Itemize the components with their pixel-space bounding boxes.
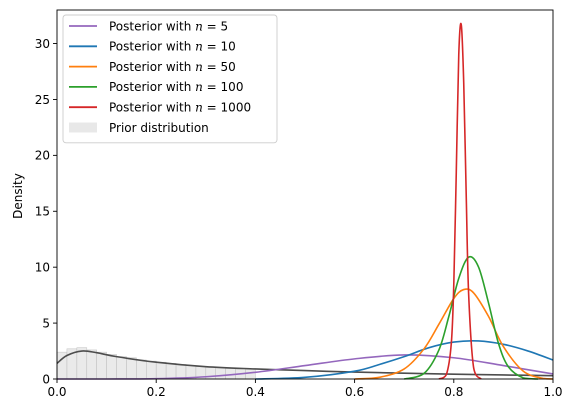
posterior-with-n-50-line <box>354 288 554 380</box>
y-tick-label: 0 <box>42 372 50 386</box>
prior-histogram-bar <box>116 356 127 380</box>
y-tick-label: 30 <box>35 37 50 51</box>
axes-frame <box>56 9 554 380</box>
prior-histogram-bar <box>145 360 157 380</box>
prior-histogram-bar <box>106 354 117 380</box>
legend: Posterior with n = 5 Posterior with n = 1… <box>62 14 278 144</box>
prior-histogram-bar <box>96 351 107 380</box>
x-tick-label: 0.2 <box>147 385 166 399</box>
x-tick-label: 1.0 <box>543 385 562 399</box>
x-tick-label: 0.6 <box>345 385 364 399</box>
legend-label: Posterior with n = 100 <box>109 80 243 94</box>
y-tick-label: 10 <box>35 260 50 274</box>
prior-histogram-bar <box>245 369 256 380</box>
x-tick-label: 0.0 <box>47 385 66 399</box>
prior-histogram-bar <box>76 347 88 380</box>
y-tick-label: 20 <box>35 149 50 163</box>
legend-label: Posterior with n = 50 <box>109 60 236 74</box>
posterior-with-n-100-line <box>403 255 539 380</box>
legend-patch <box>69 122 97 133</box>
prior-histogram-bar <box>155 361 167 380</box>
prior-histogram-bar <box>225 368 236 380</box>
y-axis-label: Density <box>11 173 25 219</box>
y-tick-label: 15 <box>35 205 50 219</box>
prior-histogram-bar <box>136 359 147 380</box>
y-tick-label: 5 <box>42 316 50 330</box>
legend-label: Posterior with n = 5 <box>109 19 228 33</box>
prior-histogram-bar <box>86 349 97 380</box>
legend-label: Posterior with n = 1000 <box>109 101 251 115</box>
x-tick-label: 0.4 <box>246 385 265 399</box>
legend-frame <box>62 14 278 144</box>
prior-histogram-bar <box>175 364 187 380</box>
posterior-with-n-10-line <box>255 340 554 380</box>
legend-label: Prior distribution <box>109 121 209 135</box>
legend-label: Posterior with n = 10 <box>109 40 236 54</box>
axes: 0.0 0.2 0.4 0.6 0.8 1.0 0 5 10 15 20 25 30 <box>35 9 563 399</box>
prior-histogram-bar <box>165 363 177 380</box>
prior-histogram-bar <box>215 367 226 380</box>
x-tick-label: 0.8 <box>444 385 463 399</box>
prior-histogram-bar <box>126 357 137 380</box>
y-tick-label: 25 <box>35 93 50 107</box>
prior-distribution-line <box>56 350 554 377</box>
posterior-with-n-1000-line <box>438 22 482 380</box>
